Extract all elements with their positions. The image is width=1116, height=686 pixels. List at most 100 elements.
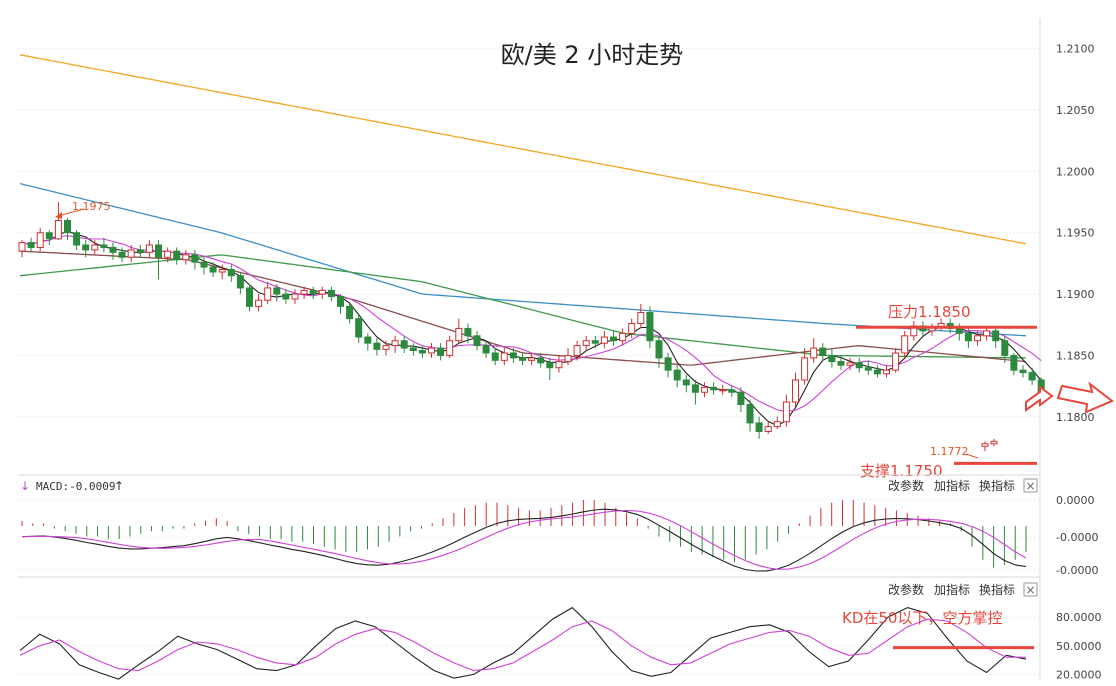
candle-body <box>255 299 263 307</box>
macd-tick-label: -0.0000 <box>1056 564 1098 577</box>
candle-body <box>519 357 526 361</box>
kd-add-indicator-button[interactable]: 加指标 <box>934 582 970 597</box>
candle-body <box>446 340 454 356</box>
macd-add-indicator-button[interactable]: 加指标 <box>934 478 970 493</box>
candle-body <box>646 311 654 342</box>
candle-body <box>737 391 745 406</box>
candle-body <box>755 422 763 433</box>
candle-body <box>355 318 363 338</box>
candle-body <box>619 332 627 342</box>
price-tick-label: 1.2000 <box>1056 165 1095 178</box>
kd-close-icon: × <box>1025 583 1035 597</box>
candle-body <box>482 345 490 354</box>
candle-body <box>591 340 599 344</box>
kd-close-button[interactable] <box>1023 582 1038 597</box>
kd-switch-indicator-button[interactable]: 换指标 <box>979 582 1015 597</box>
macd-tick-label: -0.0000 <box>1056 531 1098 544</box>
candle-body <box>100 244 108 248</box>
candle-body <box>227 269 235 277</box>
macd-close-button[interactable] <box>1023 478 1038 493</box>
macd-toolbar: 改参数 加指标 换指标 × <box>888 478 1038 493</box>
kd-panel: 改参数 加指标 换指标 × 80.0000 50.0000 20.0000 KD在5… <box>18 582 1102 681</box>
candle-body <box>264 287 272 301</box>
candle-body <box>600 336 608 344</box>
kd-params-button[interactable]: 改参数 <box>888 582 924 597</box>
candle-body <box>155 244 162 258</box>
candle-body <box>1019 369 1027 374</box>
candle-body <box>992 330 1000 342</box>
price-tick-label: 1.1950 <box>1056 227 1095 240</box>
price-tick-label: 1.1800 <box>1056 411 1095 424</box>
candle-body <box>64 219 71 234</box>
candle-body <box>637 311 645 325</box>
resistance-label: 压力1.1850 <box>888 303 971 321</box>
macd-histogram <box>21 500 1027 568</box>
candle-body <box>1001 340 1009 356</box>
candle-body <box>537 357 545 364</box>
candle-body <box>701 386 708 393</box>
macd-switch-indicator-button[interactable]: 换指标 <box>979 478 1015 493</box>
high-label: 1.1975 <box>72 200 111 213</box>
candle-body <box>209 266 217 273</box>
candle-body <box>200 261 208 268</box>
candle-body <box>391 340 399 347</box>
down-arrow-large-icon <box>1056 381 1114 414</box>
high-marker-arrow <box>57 208 85 217</box>
candle-body <box>855 362 863 369</box>
candle-body <box>810 347 818 359</box>
candle-body <box>628 323 636 334</box>
candle-body <box>309 289 317 295</box>
kd-axis-ticks: 80.0000 50.0000 20.0000 <box>18 611 1102 681</box>
macd-params-button[interactable]: 改参数 <box>888 478 924 493</box>
candle-body <box>346 305 354 320</box>
candle-body <box>981 443 989 447</box>
kd-k-line <box>19 606 1027 680</box>
candle-body <box>246 287 253 307</box>
candle-body <box>145 244 153 253</box>
candle-body <box>236 275 244 289</box>
candle-body <box>291 293 299 300</box>
candle-body <box>164 250 172 258</box>
candle-body <box>990 440 998 445</box>
candle-body <box>673 369 681 381</box>
candle-body <box>337 296 344 307</box>
price-axis-ticks: 1.2100 1.2050 1.2000 1.1950 1.1900 1.1850 1.18… <box>1056 43 1095 424</box>
price-tick-label: 1.2050 <box>1056 104 1095 117</box>
candle-body <box>409 347 417 352</box>
candle-body <box>964 332 972 342</box>
moving-average-line <box>19 254 1027 359</box>
candle-body <box>892 352 900 371</box>
candle-body <box>455 327 463 342</box>
candle-body <box>828 354 836 363</box>
low-marker-arrow <box>965 453 979 459</box>
candle-body <box>464 327 472 337</box>
candle-body <box>664 357 672 371</box>
candle-body <box>437 347 445 356</box>
candle-body <box>801 357 809 381</box>
candle-body <box>300 289 308 295</box>
candle-body <box>173 250 181 261</box>
candle-body <box>182 254 190 261</box>
kd-annotation: KD在50以下，空方掌控 <box>842 609 1002 627</box>
candle-body <box>719 389 727 392</box>
candle-body <box>491 352 499 361</box>
moving-average-line <box>19 54 1027 245</box>
macd-legend: ↓ MACD:-0.0009 ↑ <box>20 479 124 493</box>
candle-body <box>528 357 536 361</box>
candle-body <box>118 251 126 258</box>
candle-body <box>819 347 827 356</box>
candle-body <box>655 340 663 359</box>
kd-lines <box>19 606 1027 680</box>
candle-body <box>974 335 981 342</box>
candle-body <box>782 401 790 423</box>
candle-body <box>901 335 909 354</box>
candle-body <box>82 244 90 251</box>
candle-body <box>746 404 754 424</box>
candle-body <box>500 352 508 361</box>
macd-axis-ticks: 0.0000 -0.0000 -0.0000 <box>18 494 1098 577</box>
candle-body <box>610 336 617 342</box>
candle-body <box>773 421 781 428</box>
candle-body <box>282 293 290 300</box>
candle-body <box>473 335 481 347</box>
pink-moving-average-line <box>21 235 1042 412</box>
